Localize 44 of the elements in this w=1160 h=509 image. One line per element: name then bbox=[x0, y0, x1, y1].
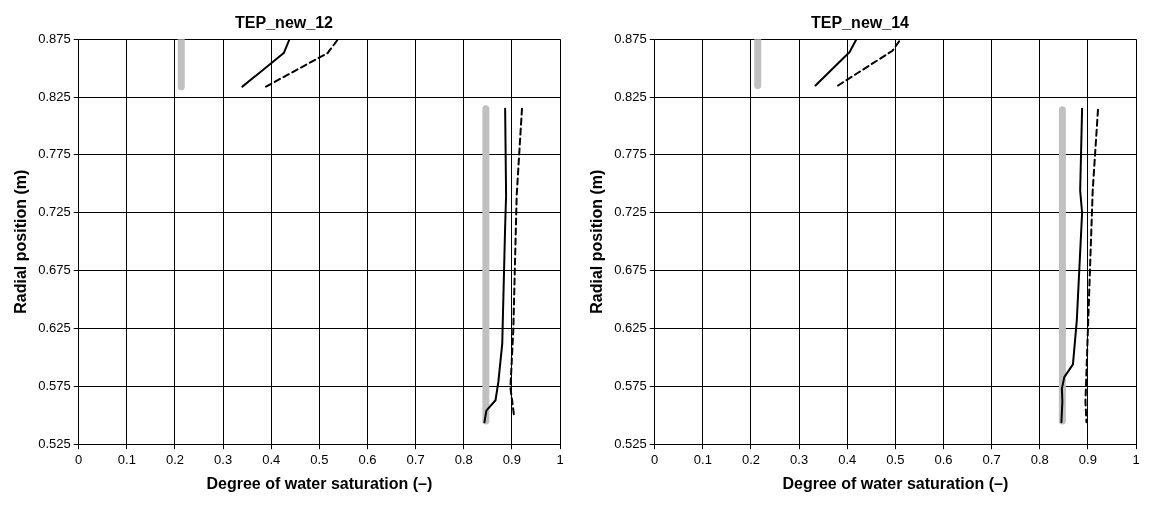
x-tick-label: 0.6 bbox=[934, 451, 953, 467]
y-tick-label: 0.825 bbox=[614, 88, 647, 104]
y-tick-label: 0.775 bbox=[38, 146, 71, 162]
y-tick-label: 0.675 bbox=[38, 262, 71, 278]
y-tick-label: 0.575 bbox=[38, 377, 71, 393]
x-tick-label: 0.7 bbox=[982, 451, 1001, 467]
x-tick-label: 0.3 bbox=[790, 451, 809, 467]
x-axis-title: Degree of water saturation (–) bbox=[782, 474, 1009, 492]
x-axis-title: Degree of water saturation (–) bbox=[206, 474, 433, 492]
y-tick-label: 0.875 bbox=[38, 30, 71, 46]
y-axis-title: Radial position (m) bbox=[588, 169, 606, 314]
x-tick-label: 1 bbox=[556, 451, 564, 467]
x-tick-label: 1 bbox=[1132, 451, 1140, 467]
y-axis-title: Radial position (m) bbox=[12, 169, 30, 314]
x-tick-label: 0.9 bbox=[1078, 451, 1097, 467]
chart-title: TEP_new_14 bbox=[811, 14, 910, 32]
x-tick-label: 0.4 bbox=[262, 451, 281, 467]
x-tick-label: 0 bbox=[651, 451, 659, 467]
x-tick-label: 0.4 bbox=[838, 451, 857, 467]
y-tick-label: 0.625 bbox=[38, 320, 71, 336]
x-tick-label: 0.2 bbox=[741, 451, 761, 467]
y-tick-label: 0.525 bbox=[38, 435, 71, 451]
x-tick-label: 0.8 bbox=[1030, 451, 1049, 467]
x-tick-label: 0.1 bbox=[693, 451, 712, 467]
y-tick-label: 0.625 bbox=[614, 320, 647, 336]
x-tick-label: 0.3 bbox=[214, 451, 233, 467]
y-tick-label: 0.575 bbox=[614, 377, 647, 393]
y-tick-label: 0.775 bbox=[614, 146, 647, 162]
y-tick-label: 0.725 bbox=[38, 204, 71, 220]
y-tick-label: 0.525 bbox=[614, 435, 647, 451]
x-tick-label: 0.5 bbox=[310, 451, 329, 467]
x-tick-label: 0.5 bbox=[886, 451, 905, 467]
y-tick-label: 0.825 bbox=[38, 88, 71, 104]
x-tick-label: 0.2 bbox=[165, 451, 185, 467]
x-tick-label: 0 bbox=[75, 451, 83, 467]
x-tick-label: 0.9 bbox=[502, 451, 521, 467]
y-tick-label: 0.725 bbox=[614, 204, 647, 220]
x-tick-label: 0.8 bbox=[454, 451, 473, 467]
x-tick-label: 0.7 bbox=[406, 451, 425, 467]
x-tick-label: 0.1 bbox=[117, 451, 136, 467]
x-tick-label: 0.6 bbox=[358, 451, 377, 467]
y-tick-label: 0.675 bbox=[614, 262, 647, 278]
y-tick-label: 0.875 bbox=[614, 30, 647, 46]
chart-title: TEP_new_12 bbox=[235, 14, 334, 32]
